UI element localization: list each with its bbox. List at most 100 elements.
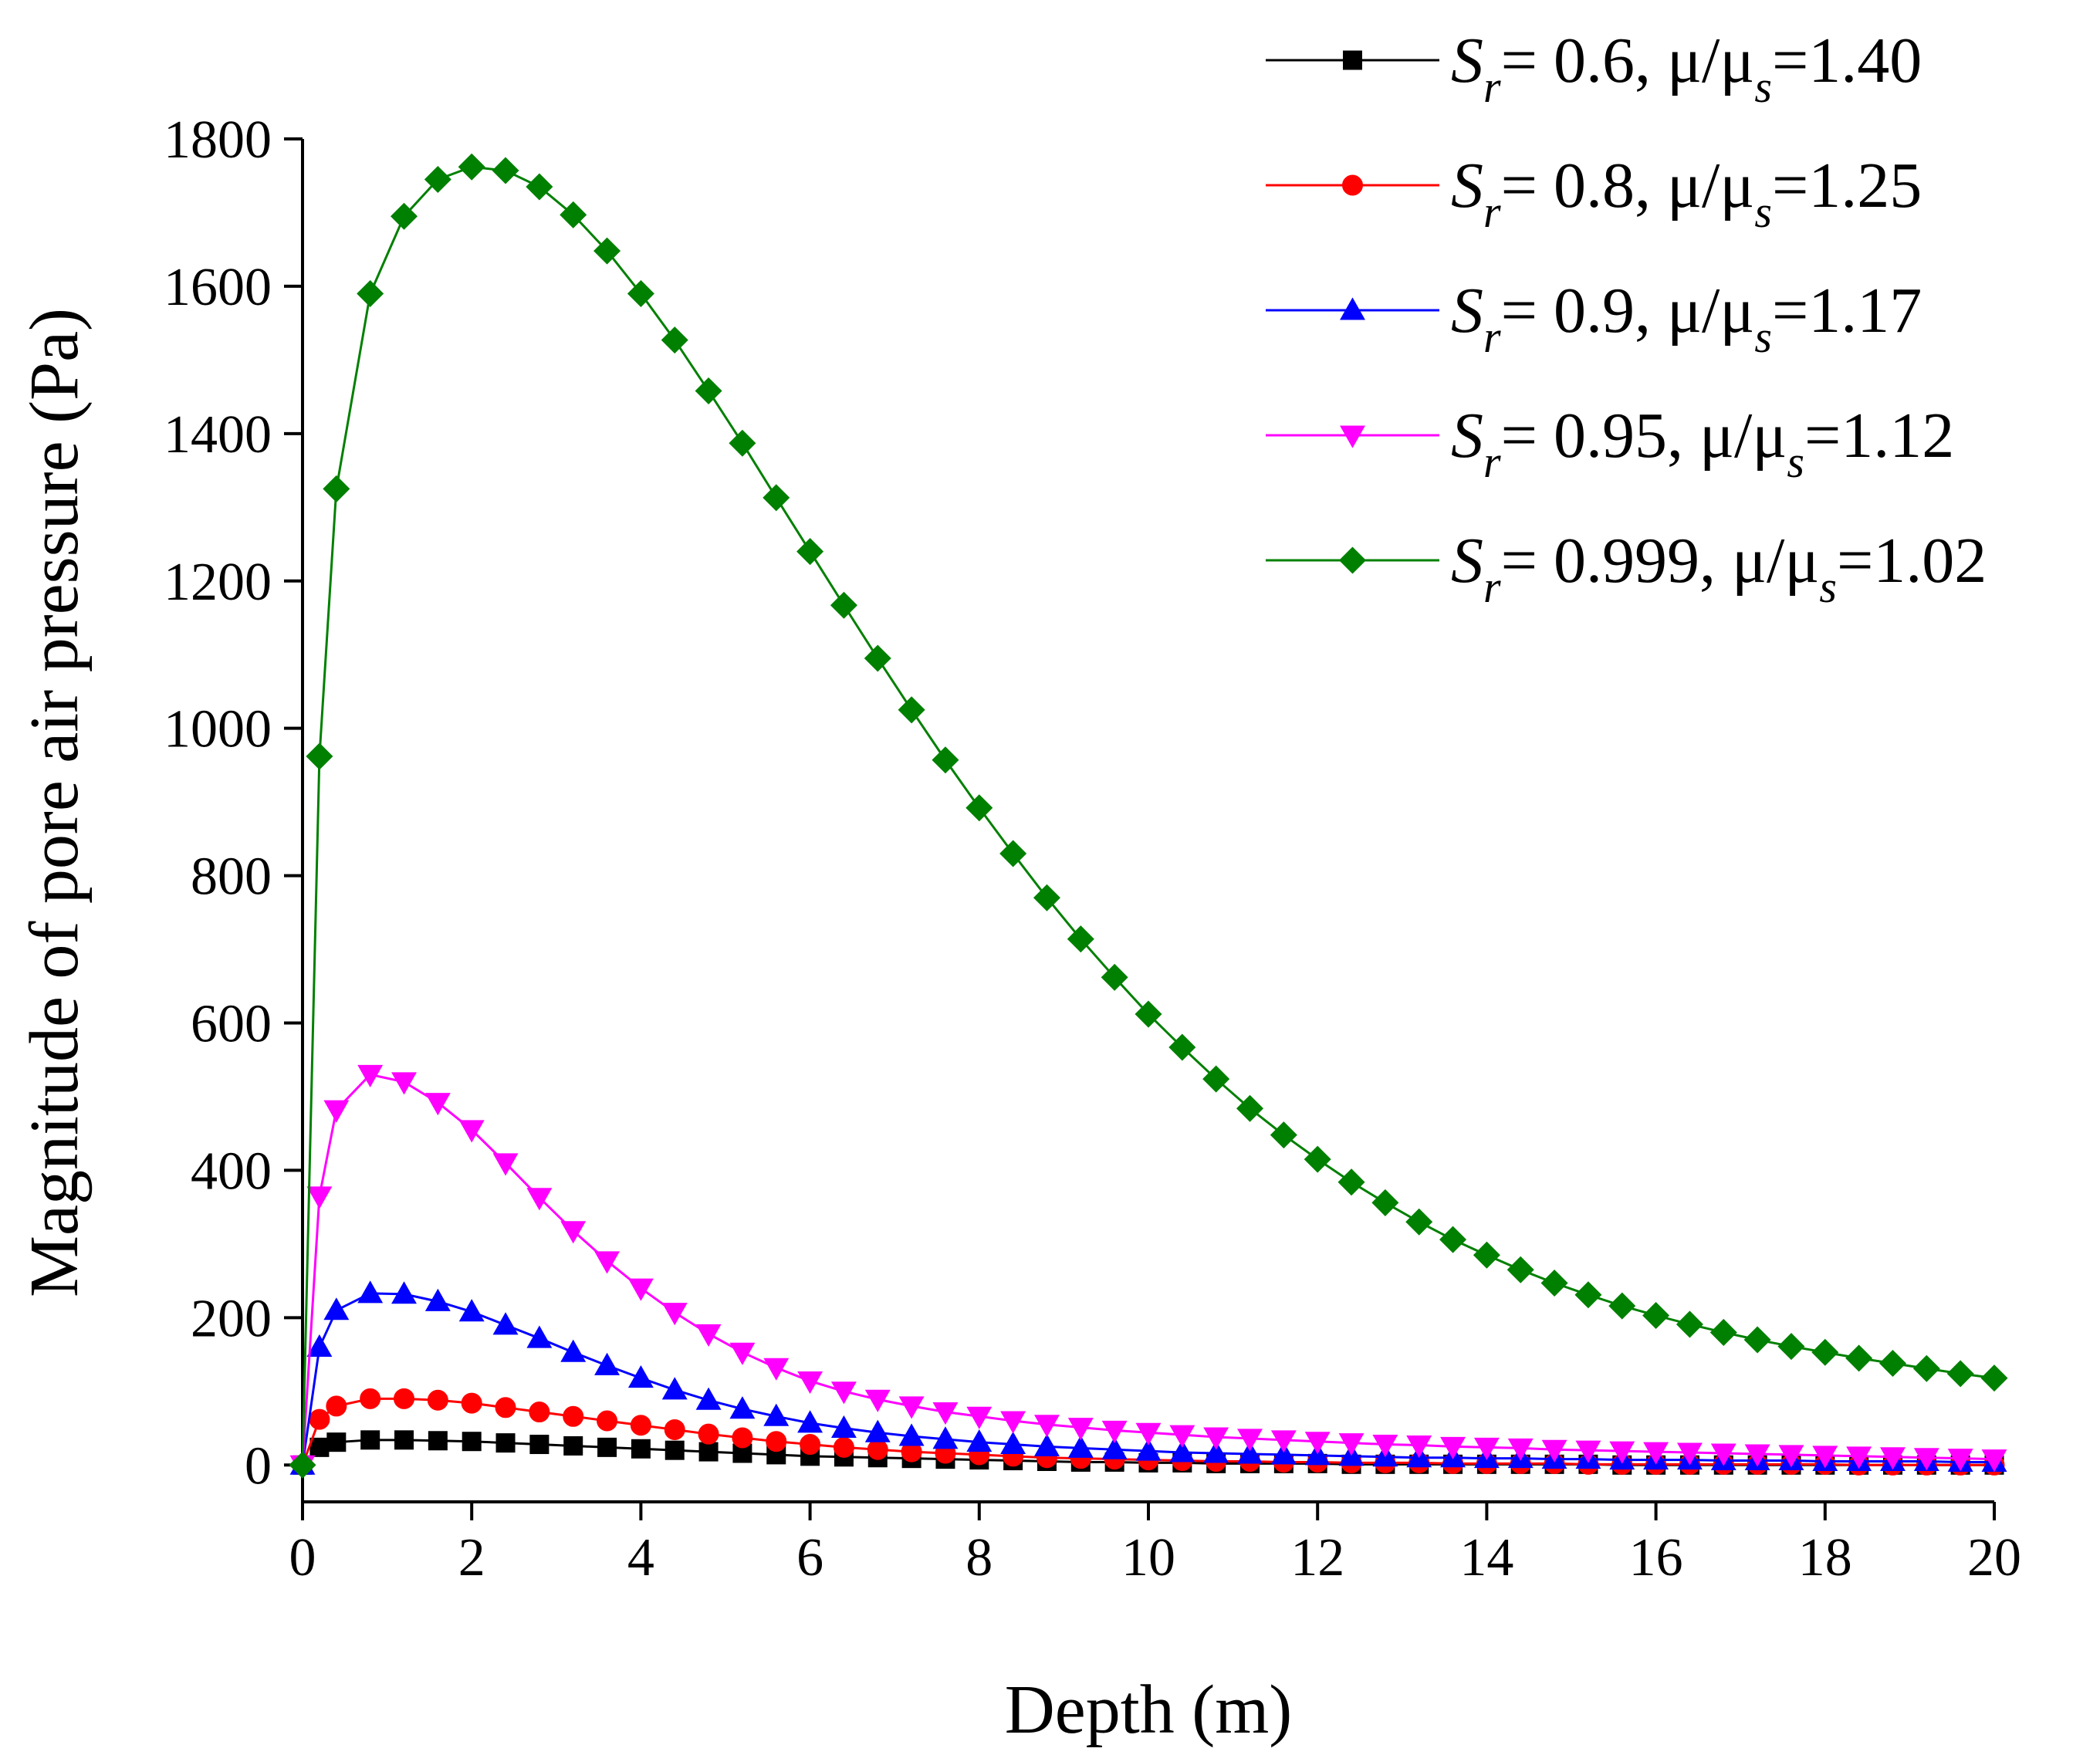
- marker: [428, 1431, 448, 1451]
- x-tick-label: 16: [1629, 1528, 1683, 1588]
- marker: [495, 1433, 516, 1453]
- marker: [560, 1339, 587, 1362]
- marker: [1034, 1415, 1060, 1438]
- marker: [1744, 1444, 1770, 1467]
- marker: [1067, 1435, 1094, 1458]
- marker: [563, 1435, 583, 1456]
- marker: [1135, 1438, 1162, 1461]
- marker: [1541, 1439, 1567, 1462]
- marker: [462, 1432, 482, 1452]
- marker: [763, 1358, 790, 1381]
- marker: [695, 377, 722, 404]
- legend-label-part: r: [1483, 62, 1501, 112]
- marker: [732, 1427, 753, 1449]
- marker: [1609, 1441, 1635, 1464]
- marker: [1980, 1364, 2008, 1392]
- marker: [1743, 1326, 1771, 1354]
- marker: [323, 1100, 350, 1123]
- marker: [729, 429, 756, 457]
- marker: [560, 201, 587, 228]
- marker: [1000, 1411, 1026, 1434]
- marker: [1342, 174, 1363, 196]
- marker: [1101, 963, 1128, 991]
- marker: [763, 484, 790, 512]
- marker: [1343, 50, 1362, 70]
- marker: [1203, 1440, 1229, 1463]
- marker: [306, 1186, 333, 1209]
- marker: [1034, 1433, 1060, 1456]
- marker: [594, 1251, 621, 1274]
- marker: [830, 1415, 857, 1439]
- marker: [1643, 1442, 1669, 1465]
- marker: [1947, 1449, 1973, 1472]
- marker: [1340, 297, 1365, 320]
- y-tick-label: 1400: [164, 405, 272, 465]
- legend-label-part: =1.12: [1804, 400, 1954, 472]
- marker: [932, 1426, 959, 1449]
- marker: [1676, 1442, 1703, 1466]
- y-tick-label: 800: [191, 847, 272, 907]
- legend-label-part: S: [1451, 275, 1483, 347]
- marker: [1574, 1281, 1602, 1309]
- marker: [1067, 1418, 1094, 1441]
- marker: [391, 1072, 417, 1095]
- marker: [1405, 1208, 1433, 1236]
- marker: [729, 1396, 756, 1419]
- marker: [1777, 1333, 1805, 1361]
- marker: [1237, 1429, 1263, 1452]
- legend-label-part: S: [1451, 400, 1483, 472]
- marker: [526, 173, 553, 201]
- legend-label-part: =1.17: [1772, 275, 1922, 347]
- legend-label-part: s: [1754, 62, 1772, 112]
- marker: [627, 1365, 654, 1388]
- marker: [1135, 1000, 1162, 1028]
- marker: [326, 1395, 347, 1417]
- marker: [695, 1324, 722, 1347]
- marker: [1000, 1431, 1026, 1455]
- marker: [1406, 1435, 1432, 1459]
- y-tick-label: 400: [191, 1141, 272, 1201]
- marker: [461, 1392, 482, 1414]
- marker: [289, 1451, 316, 1479]
- marker: [492, 157, 519, 184]
- x-tick-label: 8: [965, 1528, 993, 1588]
- marker: [357, 279, 384, 307]
- legend-label-part: =1.25: [1772, 150, 1922, 221]
- marker: [495, 1397, 516, 1419]
- marker: [631, 1439, 651, 1459]
- marker: [627, 1278, 654, 1301]
- marker: [1270, 1121, 1297, 1149]
- marker: [597, 1437, 617, 1457]
- marker: [1237, 1441, 1263, 1464]
- marker: [1101, 1436, 1128, 1459]
- marker: [698, 1442, 719, 1462]
- legend-label-part: = 0.9, μ/μ: [1501, 275, 1755, 347]
- legend-label-part: S: [1451, 525, 1483, 597]
- y-tick-label: 1800: [164, 110, 272, 170]
- x-tick-label: 10: [1121, 1528, 1175, 1588]
- marker: [357, 1064, 384, 1087]
- marker: [999, 840, 1027, 867]
- marker: [1642, 1301, 1670, 1329]
- x-tick-label: 6: [796, 1528, 823, 1588]
- marker: [323, 1297, 350, 1320]
- marker: [1236, 1094, 1264, 1122]
- marker: [597, 1410, 618, 1432]
- marker: [492, 1312, 519, 1335]
- marker: [360, 1388, 381, 1409]
- legend-label-part: s: [1754, 312, 1772, 362]
- marker: [763, 1403, 790, 1426]
- marker: [309, 1408, 330, 1430]
- marker: [664, 1419, 685, 1440]
- marker: [1811, 1338, 1839, 1366]
- marker: [1439, 1226, 1467, 1253]
- marker: [932, 1402, 959, 1425]
- marker: [932, 746, 959, 774]
- marker: [729, 1342, 756, 1365]
- marker: [1507, 1438, 1534, 1461]
- marker: [664, 1440, 685, 1460]
- marker: [661, 1303, 688, 1326]
- marker: [898, 696, 925, 724]
- marker: [1202, 1065, 1230, 1093]
- legend-label-part: =1.40: [1772, 25, 1922, 96]
